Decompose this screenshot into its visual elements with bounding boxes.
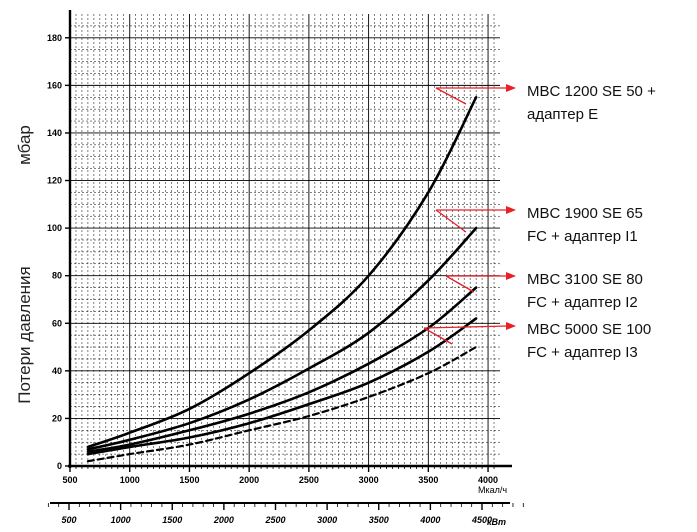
x-tick-label: 500 bbox=[62, 475, 77, 485]
x2-tick-label: 4000 bbox=[419, 515, 440, 525]
x-tick-label: 4000 bbox=[478, 475, 498, 485]
legend-entry-line1: MBC 1900 SE 65 bbox=[527, 205, 643, 222]
legend-entry-line2: FC + адаптер I2 bbox=[527, 294, 638, 311]
y-tick-label: 80 bbox=[52, 271, 62, 281]
y-axis-label: Потери давления bbox=[15, 266, 34, 404]
x2-tick-label: 3000 bbox=[317, 515, 337, 525]
x-tick-label: 1000 bbox=[120, 475, 140, 485]
x-tick-label: 3000 bbox=[359, 475, 379, 485]
x-tick-label: 3500 bbox=[418, 475, 438, 485]
legend-leader bbox=[423, 325, 509, 329]
x2-tick-label: 1000 bbox=[111, 515, 131, 525]
legend: MBC 1200 SE 50 + адаптер E MBC 1900 SE 65 F… bbox=[423, 83, 656, 361]
y-tick-label: 0 bbox=[57, 461, 62, 471]
series-line-2 bbox=[86, 226, 478, 451]
legend-arrow-icon bbox=[506, 272, 516, 280]
x2-tick-label: 2500 bbox=[264, 515, 285, 525]
y-tick-label: 180 bbox=[47, 33, 62, 43]
x-axis-unit-label: Мкал/ч bbox=[478, 485, 507, 495]
legend-entry-line2: адаптер E bbox=[527, 106, 598, 123]
legend-leader bbox=[435, 87, 467, 105]
legend-entry-line1: MBC 5000 SE 100 bbox=[527, 321, 651, 338]
y-tick-label: 140 bbox=[47, 128, 62, 138]
x2-tick-label: 500 bbox=[61, 515, 76, 525]
series-line-4 bbox=[86, 317, 478, 456]
legend-leader bbox=[435, 209, 467, 233]
x2-tick-label: 2000 bbox=[213, 515, 234, 525]
legend-entry-line2: FC + адаптер I1 bbox=[527, 228, 638, 245]
y-axis-unit-label: мбар bbox=[15, 125, 34, 165]
x-tick-label: 2500 bbox=[299, 475, 319, 485]
x2-tick-label: 3500 bbox=[369, 515, 389, 525]
y-tick-label: 100 bbox=[47, 223, 62, 233]
legend-arrow-icon bbox=[506, 322, 516, 330]
grid bbox=[70, 14, 500, 466]
axes: 500 1000 1500 2000 2500 3000 3500 4000 0 20 40 60 80… bbox=[47, 10, 524, 525]
y-tick-label: 40 bbox=[52, 366, 62, 376]
y-tick-label: 20 bbox=[52, 413, 62, 423]
x-tick-label: 2000 bbox=[239, 475, 259, 485]
legend-arrow-icon bbox=[506, 84, 516, 92]
x2-tick-label: 4500 bbox=[471, 515, 492, 525]
x2-axis-unit-label: кВт bbox=[487, 517, 506, 527]
legend-arrow-icon bbox=[506, 206, 516, 214]
series-line-3 bbox=[86, 286, 478, 453]
y-tick-label: 60 bbox=[52, 318, 62, 328]
legend-leader bbox=[445, 275, 475, 293]
legend-entry-line1: MBC 3100 SE 80 bbox=[527, 271, 643, 288]
x2-tick-label: 1500 bbox=[162, 515, 182, 525]
y-tick-label: 160 bbox=[47, 80, 62, 90]
series-line-1 bbox=[86, 96, 478, 449]
legend-entry-line2: FC + адаптер I3 bbox=[527, 344, 638, 361]
series-group bbox=[86, 96, 478, 463]
x-tick-label: 1500 bbox=[179, 475, 199, 485]
legend-leader bbox=[423, 327, 453, 345]
y-tick-label: 120 bbox=[47, 176, 62, 186]
series-line-5 bbox=[86, 346, 478, 463]
legend-entry-line1: MBC 1200 SE 50 + bbox=[527, 83, 656, 100]
